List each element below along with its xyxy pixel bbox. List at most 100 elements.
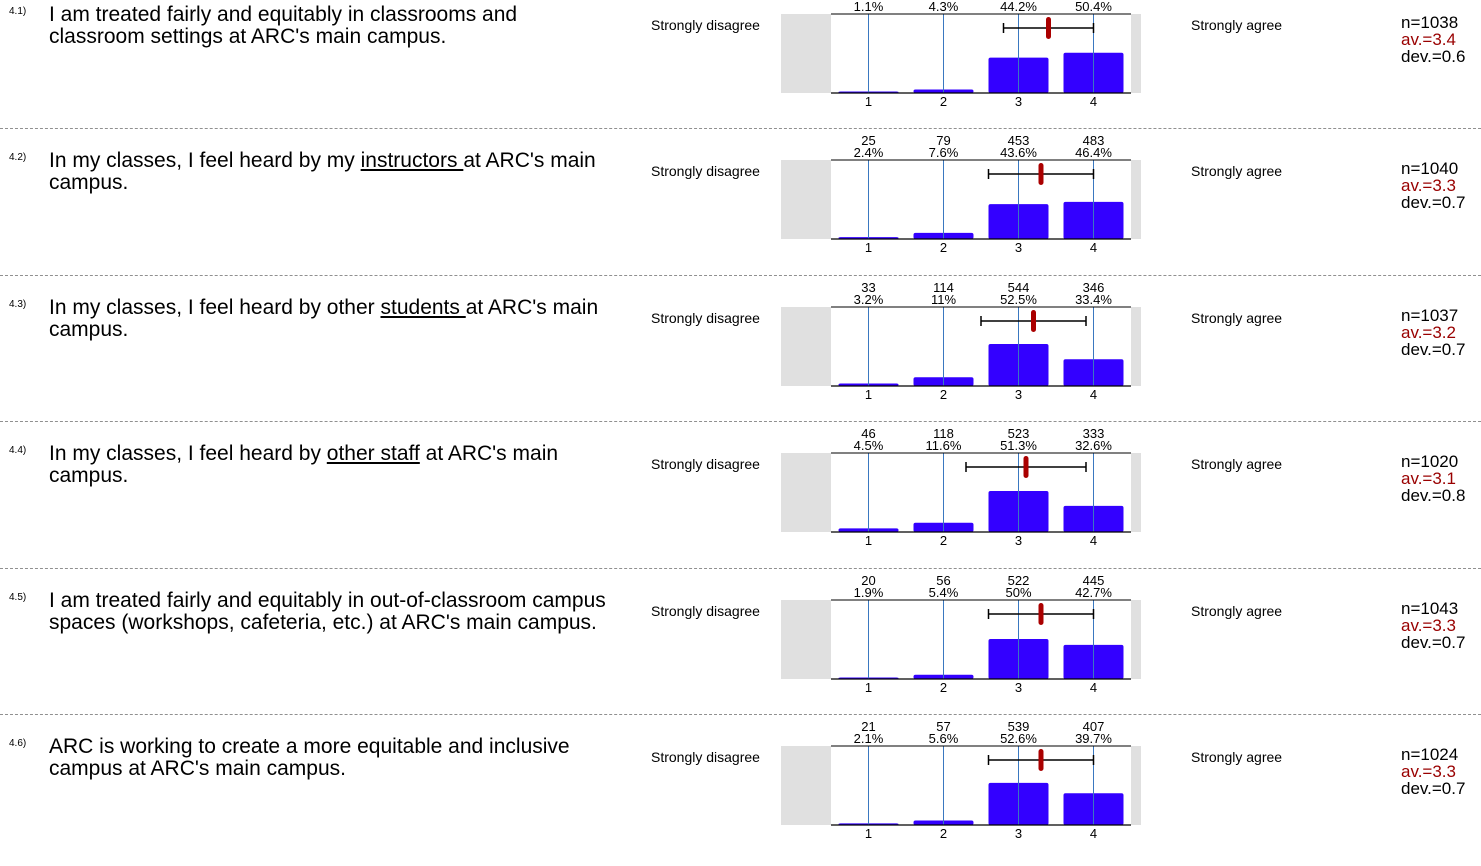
question-text-segment: at ARC's main campus.	[49, 442, 559, 488]
right-side-panel	[1131, 14, 1141, 93]
percent-label: 4.3%	[929, 0, 959, 14]
question-number: 4.4)	[9, 445, 27, 457]
scale-right-label: Strongly agree	[1191, 602, 1283, 619]
mean-marker	[1031, 309, 1036, 332]
percent-label: 5.4%	[929, 585, 959, 600]
scale-right-label: Strongly agree	[1191, 456, 1283, 473]
tick-label: 3	[1015, 94, 1022, 108]
scale-left-label: Strongly disagree	[651, 17, 760, 33]
percent-label: 50.4%	[1075, 0, 1112, 14]
stats-block: n=1037 av.=3.2 dev.=0.7	[1401, 307, 1465, 358]
tick-label: 1	[865, 240, 872, 254]
count-label: 20	[861, 573, 875, 588]
stats-deviation: dev.=0.7	[1401, 339, 1466, 359]
stats-average: av.=3.3	[1401, 176, 1456, 196]
item-separator	[0, 714, 1481, 715]
right-side-panel	[1131, 746, 1141, 825]
count-label: 539	[1008, 719, 1030, 734]
question-text: In my classes, I feel heard by my instru…	[49, 150, 609, 194]
stats-n: n=1037	[1401, 305, 1459, 325]
right-side-panel	[1131, 599, 1141, 679]
percent-label: 33.4%	[1075, 292, 1112, 307]
distribution-chart: 111.1% 1 454.3% 2 45944.2% 3 52350.4% 4	[781, 0, 1141, 108]
question-text: ARC is working to create a more equitabl…	[49, 736, 609, 780]
left-side-panel	[781, 599, 831, 679]
percent-label: 1.9%	[854, 585, 884, 600]
scale-right-label: Strongly agree	[1191, 163, 1283, 180]
count-label: 118	[933, 426, 954, 441]
scale-right-label: Strongly agree	[1191, 17, 1283, 33]
question-text-segment: I am treated fairly and equitably in cla…	[49, 3, 518, 48]
scale-right-label: Strongly agree	[1191, 309, 1283, 326]
tick-label: 1	[865, 94, 872, 108]
percent-label: 42.7%	[1075, 585, 1112, 600]
count-label: 407	[1083, 719, 1105, 734]
mean-marker	[1038, 163, 1044, 186]
stats-n: n=1024	[1401, 745, 1459, 764]
question-item: 4.6) ARC is working to create a more equi…	[0, 719, 1481, 866]
count-label: 522	[1008, 573, 1030, 588]
percent-label: 2.1%	[854, 731, 884, 746]
question-text-segment: at ARC's main campus.	[49, 295, 599, 341]
stats-average: av.=3.3	[1401, 762, 1456, 781]
count-label: 544	[1008, 280, 1030, 295]
percent-label: 46.4%	[1075, 145, 1112, 160]
percent-label: 44.2%	[1000, 0, 1037, 14]
tick-label: 2	[940, 533, 947, 547]
count-label: 333	[1083, 426, 1105, 441]
scale-left-label: Strongly disagree	[651, 602, 760, 619]
left-side-panel	[781, 306, 831, 386]
percent-label: 43.6%	[1000, 145, 1037, 160]
scale-left-label: Strongly disagree	[651, 163, 760, 180]
mean-marker	[1023, 456, 1029, 479]
stats-deviation: dev.=0.7	[1401, 779, 1466, 798]
count-label: 46	[861, 426, 875, 441]
tick-label: 1	[865, 533, 872, 547]
count-label: 79	[936, 133, 950, 148]
question-text: In my classes, I feel heard by other sta…	[49, 443, 609, 487]
scale-right-label: Strongly agree	[1191, 749, 1283, 765]
item-separator	[0, 128, 1481, 130]
tick-label: 4	[1090, 533, 1097, 547]
tick-label: 1	[865, 387, 872, 401]
count-label: 523	[1083, 0, 1105, 2]
left-side-panel	[781, 160, 831, 240]
item-separator	[0, 274, 1481, 276]
stats-n: n=1040	[1401, 159, 1459, 179]
question-text: In my classes, I feel heard by other stu…	[49, 295, 609, 341]
percent-label: 4.5%	[854, 438, 884, 453]
tick-label: 3	[1015, 826, 1022, 840]
percent-label: 3.2%	[854, 292, 884, 307]
question-number: 4.3)	[9, 298, 27, 310]
question-text: I am treated fairly and equitably in out…	[49, 588, 609, 634]
percent-label: 50%	[1005, 585, 1031, 600]
scale-left-label: Strongly disagree	[651, 309, 760, 326]
question-underlined-text: students	[380, 295, 466, 319]
question-item: 4.4) In my classes, I feel heard by other…	[0, 426, 1481, 573]
tick-label: 3	[1015, 387, 1022, 401]
question-number: 4.6)	[9, 738, 27, 749]
question-number: 4.1)	[9, 6, 27, 17]
question-item: 4.3) In my classes, I feel heard by other…	[0, 280, 1481, 427]
stats-block: n=1038 av.=3.4 dev.=0.6	[1401, 14, 1465, 65]
left-side-panel	[781, 746, 831, 825]
tick-label: 3	[1015, 240, 1022, 254]
stats-block: n=1020 av.=3.1 dev.=0.8	[1401, 453, 1465, 504]
question-text-segment: ARC is working to create a more equitabl…	[49, 735, 570, 780]
tick-label: 3	[1015, 533, 1022, 547]
percent-label: 1.1%	[854, 0, 884, 14]
question-underlined-text: instructors	[360, 149, 464, 173]
stats-average: av.=3.3	[1401, 615, 1456, 635]
stats-block: n=1024 av.=3.3 dev.=0.7	[1401, 746, 1465, 797]
question-item: 4.2) In my classes, I feel heard by my in…	[0, 133, 1481, 280]
count-label: 57	[936, 719, 950, 734]
question-text-segment: In my classes, I feel heard by	[49, 442, 327, 466]
count-label: 483	[1083, 133, 1105, 148]
tick-label: 2	[940, 240, 947, 254]
stats-n: n=1038	[1401, 13, 1459, 32]
tick-label: 2	[940, 94, 947, 108]
scale-left-label: Strongly disagree	[651, 749, 760, 765]
question-text-segment: I am treated fairly and equitably in out…	[49, 588, 606, 634]
